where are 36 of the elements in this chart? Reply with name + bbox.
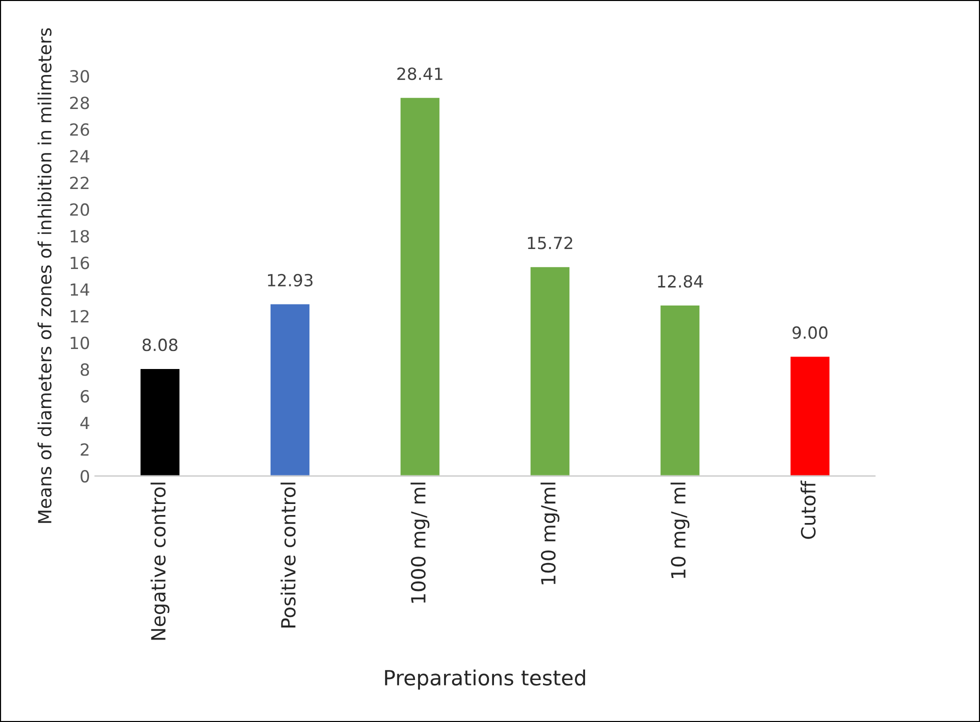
x-tick-label: 1000 mg/ ml: [410, 482, 430, 603]
y-tick-label: 18: [70, 230, 89, 243]
y-tick-label: 26: [70, 123, 90, 136]
y-tick-label: 2: [80, 443, 88, 456]
data-label: 12.84: [658, 275, 703, 288]
y-tick-label: 6: [80, 390, 90, 403]
y-tick-label: 28: [70, 96, 89, 110]
y-tick-label: 30: [70, 70, 90, 83]
x-tick-label: 100 mg/ml: [540, 482, 560, 584]
y-tick-label: 22: [70, 176, 88, 189]
x-tick-label: Cutoff: [800, 480, 816, 539]
x-tick-label: Negative control: [150, 482, 170, 640]
y-tick-label: 16: [70, 256, 90, 270]
bar: [139, 368, 181, 476]
bar: [659, 304, 701, 476]
y-tick-label: 14: [70, 284, 90, 296]
y-tick-label: 12: [70, 310, 88, 322]
data-label: 15.72: [528, 236, 572, 250]
y-tick-label: 10: [70, 336, 90, 350]
y-axis-title: Means of diameters of zones of inhibition in milimeters: [38, 28, 52, 523]
data-label: 8.08: [142, 338, 178, 352]
bar: [269, 302, 311, 476]
y-tick-label: 24: [70, 150, 90, 162]
x-tick-label: 10 mg/ ml: [670, 482, 690, 578]
x-axis-title: Preparations tested: [385, 669, 586, 690]
bar: [399, 96, 441, 476]
data-label: 12.93: [268, 274, 313, 286]
bar: [789, 355, 831, 476]
y-tick-label: 4: [80, 416, 90, 429]
y-tick-label: 20: [70, 203, 90, 216]
data-label: 9.00: [792, 326, 828, 339]
bar: [529, 266, 571, 476]
data-label: 28.41: [397, 67, 442, 80]
x-tick-label: Positive control: [280, 482, 296, 628]
y-tick-label: 8: [80, 363, 89, 376]
y-tick-label: 0: [80, 470, 90, 483]
